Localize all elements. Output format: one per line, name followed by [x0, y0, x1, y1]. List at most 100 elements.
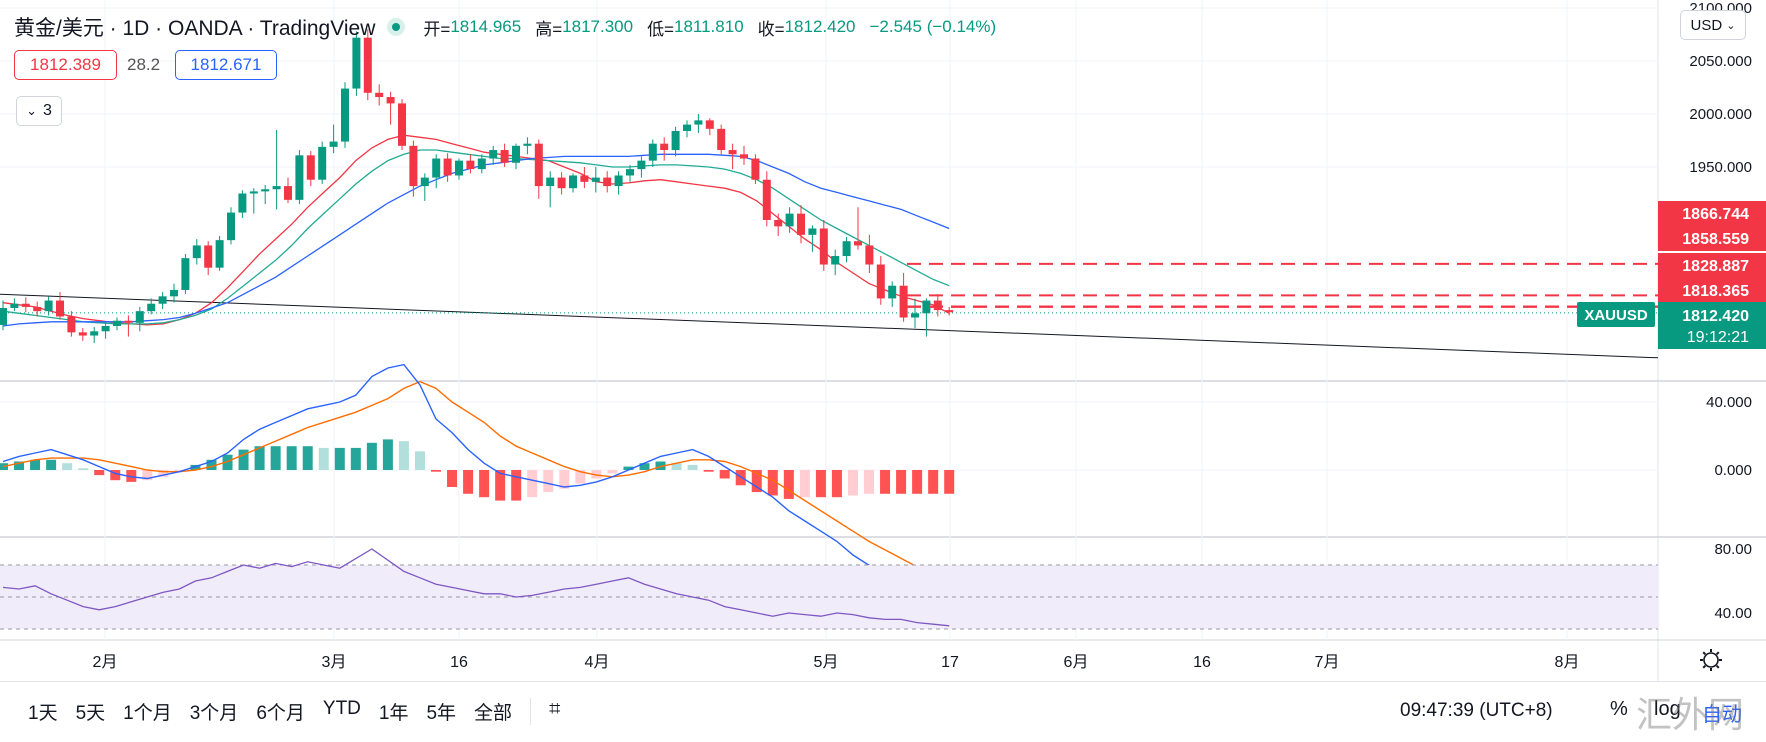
macd-histogram-bar	[382, 439, 393, 470]
price-label-value: 1818.365	[1682, 283, 1749, 300]
rsi-tick-label: 40.00	[1714, 605, 1752, 622]
change-value: −2.545 (−0.14%)	[869, 17, 997, 36]
date-range-icon[interactable]: ⌗	[530, 698, 570, 725]
range-ytd[interactable]: YTD	[322, 698, 361, 719]
candle-body	[261, 189, 270, 192]
macd-histogram-bar	[831, 470, 842, 498]
candle-body	[705, 120, 714, 129]
candle-body	[409, 145, 418, 187]
currency-select[interactable]: USD ⌄	[1680, 10, 1746, 40]
range-all[interactable]: 全部	[474, 703, 513, 724]
auto-scale-toggle[interactable]: 自动	[1702, 704, 1742, 726]
macd-histogram-bar	[318, 447, 329, 470]
buy-price-button[interactable]: 1812.671	[175, 50, 277, 80]
market-open-icon	[387, 18, 406, 36]
candle-body	[363, 37, 372, 93]
sell-price-button[interactable]: 1812.389	[14, 50, 117, 80]
candle-body	[865, 245, 874, 265]
macd-histogram-bar	[334, 447, 345, 470]
macd-histogram-bar	[46, 459, 57, 470]
range-6m[interactable]: 6个月	[256, 703, 305, 724]
percent-toggle[interactable]: %	[1610, 698, 1628, 720]
macd-histogram-bar	[735, 470, 746, 486]
moving-average-line	[2, 134, 950, 326]
time-tick-label: 2月	[93, 654, 118, 671]
candle-body	[512, 145, 520, 163]
indicators-collapse-button[interactable]: ⌄ 3	[16, 96, 62, 126]
candle-body	[124, 320, 133, 323]
chart-header: 黄金/美元 · 1D · OANDA · TradingView 开= 1814.…	[14, 12, 996, 42]
clock[interactable]: 09:47:39 (UTC+8)	[1400, 700, 1553, 721]
macd-histogram-bar	[543, 470, 554, 493]
candle-body	[272, 186, 281, 190]
open-value: 1814.965	[450, 17, 522, 36]
candle-body	[249, 191, 258, 194]
candle-body	[386, 97, 395, 104]
candle-body	[329, 141, 338, 147]
macd-histogram-bar	[366, 442, 377, 470]
spread-value: 28.2	[127, 55, 161, 74]
symbol-label-box	[1577, 302, 1655, 327]
price-label-value: 1866.744	[1682, 206, 1749, 223]
candle-body	[455, 160, 463, 176]
price-label-value: 1858.559	[1682, 231, 1749, 248]
macd-histogram-bar	[350, 447, 361, 470]
currency-label: USD	[1690, 16, 1723, 34]
candle-body	[375, 92, 384, 98]
candle-body	[443, 158, 452, 176]
candle-body	[489, 150, 498, 159]
high-label: 高=	[535, 19, 563, 39]
range-1d[interactable]: 1天	[28, 703, 58, 724]
macd-histogram-bar	[703, 470, 714, 472]
range-1m[interactable]: 1个月	[123, 703, 172, 724]
symbol-title[interactable]: 黄金/美元 · 1D · OANDA · TradingView	[14, 17, 376, 40]
candle-body	[831, 256, 840, 265]
price-label-value: 1828.887	[1682, 258, 1749, 275]
gear-icon-tooth	[1702, 651, 1707, 656]
macd-histogram-bar	[431, 470, 442, 472]
last-price-value: 1812.420	[1682, 308, 1749, 325]
candle-body	[762, 179, 771, 220]
candle-body	[603, 177, 612, 187]
candle-body	[147, 303, 156, 312]
candle-body	[170, 289, 178, 297]
macd-histogram-bar	[607, 470, 618, 474]
time-tick-label: 3月	[322, 654, 347, 671]
candle-body	[774, 220, 783, 227]
macd-histogram-bar	[671, 463, 682, 470]
candle-body	[44, 300, 53, 312]
price-label-box	[1658, 253, 1766, 278]
macd-histogram-bar	[815, 470, 826, 498]
macd-histogram-bar	[14, 461, 25, 470]
macd-histogram-bar	[302, 446, 313, 470]
candle-body	[158, 296, 167, 304]
macd-histogram-bar	[286, 446, 297, 470]
candle-body	[398, 103, 406, 146]
log-toggle[interactable]: log	[1654, 698, 1681, 720]
macd-histogram-bar	[94, 470, 105, 476]
candle-body	[728, 150, 737, 155]
macd-tick-label: 40.000	[1706, 394, 1752, 411]
time-tick-label: 8月	[1555, 654, 1580, 671]
candle-body	[557, 177, 566, 189]
range-1y[interactable]: 1年	[378, 703, 409, 724]
gear-icon-ring	[1703, 652, 1719, 668]
last-price-box	[1658, 302, 1766, 349]
close-label: 收=	[757, 19, 785, 39]
candle-body	[797, 213, 805, 235]
moving-average-line	[2, 149, 950, 325]
candle-body	[432, 158, 441, 178]
range-3m[interactable]: 3个月	[189, 703, 239, 724]
candle-body	[295, 155, 304, 200]
candle-body	[637, 160, 646, 170]
candle-body	[922, 300, 931, 314]
macd-histogram-bar	[254, 446, 265, 470]
candle-body	[33, 306, 42, 312]
range-5d[interactable]: 5天	[75, 703, 106, 724]
gear-icon[interactable]	[1700, 649, 1722, 671]
range-5y[interactable]: 5年	[426, 703, 457, 724]
candle-body	[341, 88, 349, 142]
candle-body	[204, 245, 213, 268]
candle-body	[466, 160, 475, 170]
